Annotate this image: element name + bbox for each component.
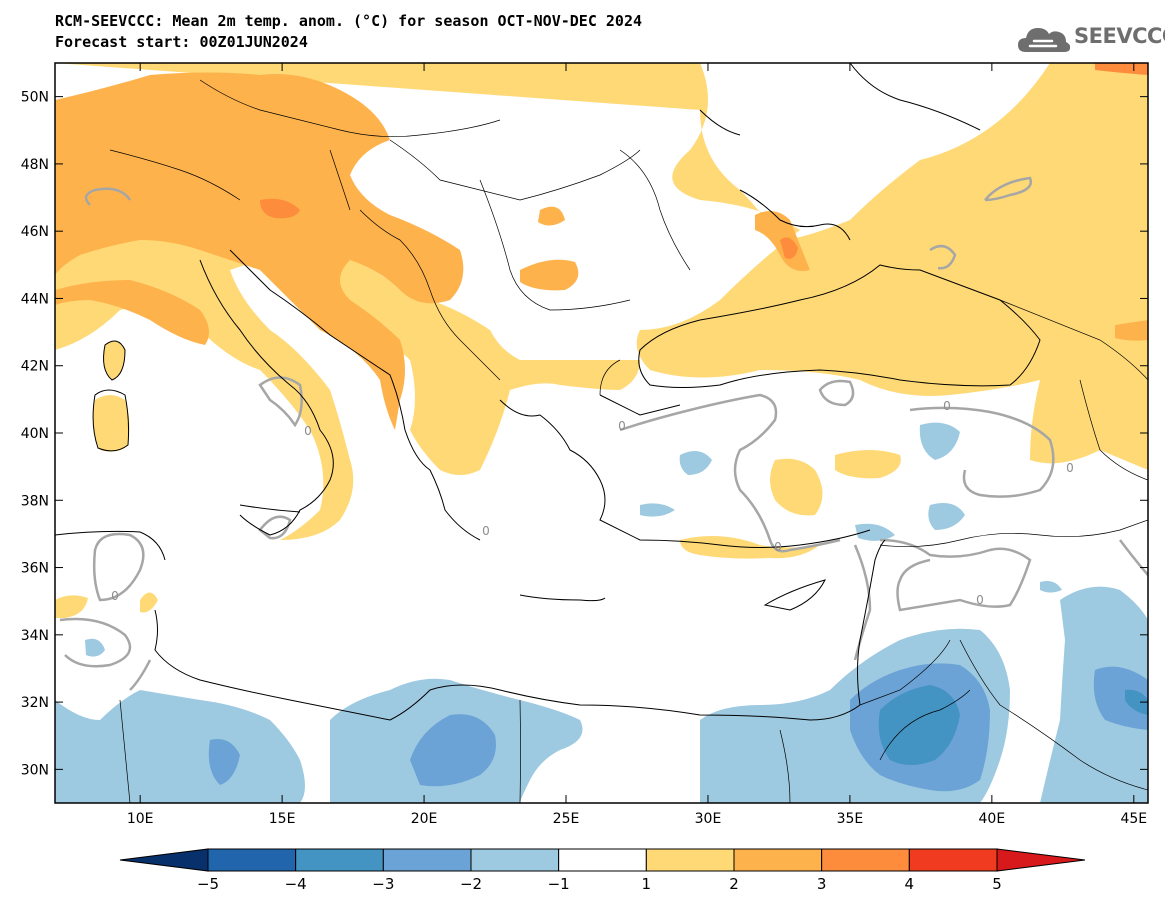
anomaly-1to2-anatolia — [680, 450, 901, 559]
colorbar-box — [382, 848, 472, 872]
cloud-icon — [1018, 28, 1071, 52]
colorbar-box — [821, 848, 910, 872]
lon-label: 35E — [837, 811, 864, 827]
lat-label: 42N — [21, 359, 49, 375]
lat-label: 50N — [21, 90, 49, 106]
map-title: RCM-SEEVCCC: Mean 2m temp. anom. (°C) fo… — [55, 12, 642, 30]
anomaly-2to3 — [55, 72, 1148, 430]
contour-label: 0 — [1066, 461, 1074, 475]
contour-labels: 0 0 0 0 0 0 0 0 — [111, 399, 1074, 607]
contour-label: 0 — [482, 524, 490, 538]
contour-label: 0 — [304, 424, 312, 438]
lat-label: 44N — [21, 291, 49, 307]
colorbar-triangle-low — [119, 848, 209, 872]
lat-label: 34N — [21, 628, 49, 644]
colorbar-box — [645, 848, 735, 872]
lon-label: 15E — [269, 811, 296, 827]
contour-label: 0 — [976, 593, 984, 607]
colorbar-triangle-high — [996, 848, 1086, 872]
lon-label: 25E — [553, 811, 580, 827]
lon-label: 10E — [127, 811, 154, 827]
logo-text: SEEVCCC — [1074, 24, 1165, 48]
seevccc-logo: SEEVCCC — [1016, 20, 1165, 60]
colorbar-label: −5 — [197, 875, 219, 893]
colorbar-box — [295, 848, 384, 872]
lon-label: 40E — [979, 811, 1006, 827]
colorbar-box — [558, 848, 647, 872]
lon-label: 45E — [1120, 811, 1147, 827]
colorbar-box — [207, 848, 297, 872]
contour-label: 0 — [774, 540, 782, 554]
colorbar-label: −1 — [548, 875, 570, 893]
colorbar-label: 3 — [817, 875, 827, 893]
colorbar-label: 5 — [992, 875, 1002, 893]
contour-label: 0 — [943, 399, 951, 413]
colorbar-label: −3 — [372, 875, 394, 893]
colorbar-label: −2 — [460, 875, 482, 893]
lat-label: 30N — [21, 762, 49, 778]
contour-label: 0 — [618, 419, 626, 433]
anomaly-1to2-sardinia — [93, 341, 130, 452]
country-borders — [109, 79, 1148, 803]
lat-label: 40N — [21, 426, 49, 442]
latitude-axis: 50N 48N 46N 44N 42N 40N 38N 36N 34N 32N 30N — [21, 90, 1148, 778]
colorbar-label: 1 — [642, 875, 652, 893]
lat-label: 46N — [21, 224, 49, 240]
anomaly-minus3to4 — [878, 685, 1148, 765]
anomaly-1to2-algeria — [55, 592, 158, 618]
colorbar-label: −4 — [285, 875, 307, 893]
colorbar-box — [908, 848, 998, 872]
contour-label: 0 — [111, 589, 119, 603]
coastlines — [55, 63, 1041, 721]
lat-label: 32N — [21, 695, 49, 711]
lat-label: 38N — [21, 493, 49, 509]
colorbar-box — [470, 848, 560, 872]
map-canvas — [55, 63, 1148, 803]
colorbar-box — [733, 848, 823, 872]
colorbar: −5 −4 −3 −2 −1 1 2 3 4 5 — [119, 848, 1086, 893]
colorbar-label: 4 — [905, 875, 915, 893]
lon-label: 20E — [411, 811, 438, 827]
longitude-axis: 10E 15E 20E 25E 30E 35E 40E 45E — [127, 63, 1147, 827]
colorbar-label: 2 — [729, 875, 739, 893]
lat-label: 48N — [21, 157, 49, 173]
anomaly-1to2-europe — [55, 63, 1148, 540]
lon-label: 30E — [695, 811, 722, 827]
forecast-start: Forecast start: 00Z01JUN2024 — [55, 33, 308, 51]
lat-label: 36N — [21, 561, 49, 577]
